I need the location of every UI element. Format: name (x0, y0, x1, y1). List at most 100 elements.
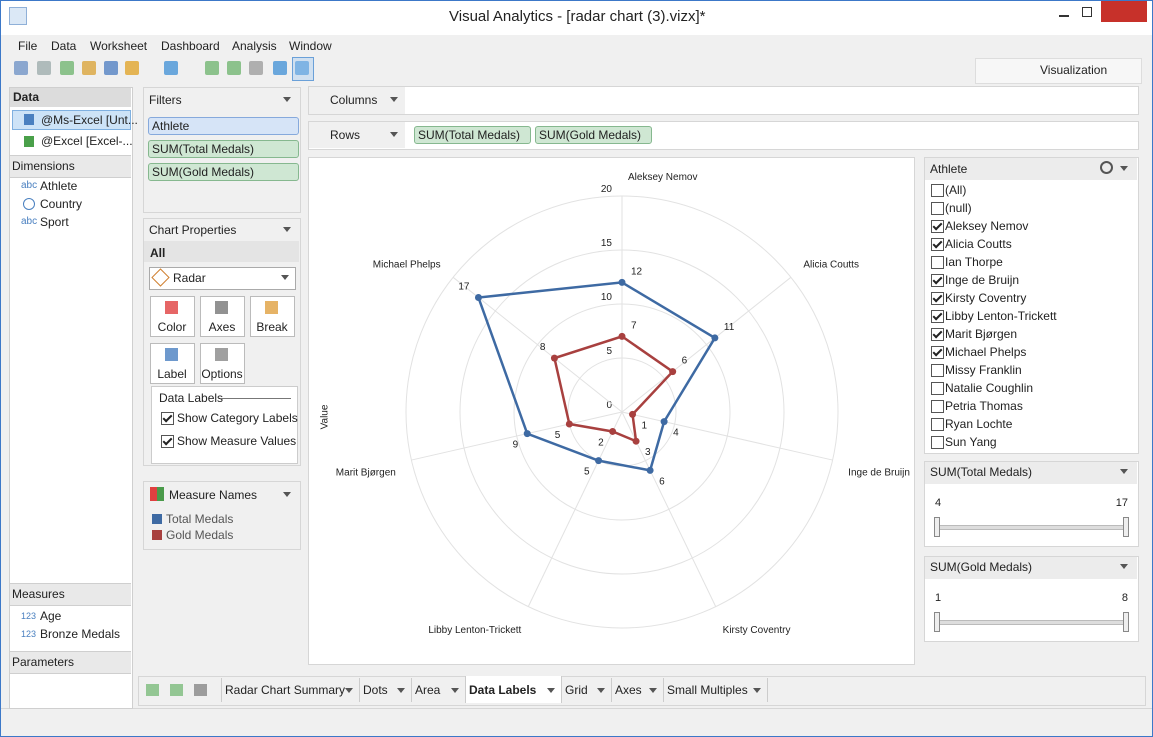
filter-item[interactable]: Michael Phelps (945, 345, 1027, 359)
dropdown-arrow[interactable] (397, 688, 405, 693)
tab-tool[interactable] (194, 684, 207, 696)
toolbar-button[interactable] (37, 61, 51, 75)
filter-item[interactable]: (All) (945, 183, 967, 197)
filter-item[interactable]: Inge de Bruijn (945, 273, 1020, 287)
dropdown-arrow[interactable] (1120, 166, 1128, 171)
dimension-item[interactable]: Athlete (40, 179, 78, 193)
toolbar-button[interactable] (82, 61, 96, 75)
tab[interactable] (221, 678, 360, 702)
filter-checkbox[interactable] (931, 418, 944, 431)
dropdown-arrow[interactable] (283, 97, 291, 102)
dropdown-arrow[interactable] (390, 132, 398, 137)
filter-item[interactable]: Natalie Coughlin (945, 381, 1034, 395)
toolbar-button[interactable] (205, 61, 219, 75)
dropdown-arrow[interactable] (649, 688, 657, 693)
tab[interactable] (663, 678, 768, 702)
option-label[interactable]: Show Measure Values (177, 434, 297, 448)
filter-item[interactable]: Alicia Coutts (945, 237, 1012, 251)
slider-thumb[interactable] (1123, 517, 1129, 537)
menu-item[interactable]: File (18, 39, 38, 53)
menu-item[interactable]: Window (289, 39, 332, 53)
toolbar-button[interactable] (104, 61, 118, 75)
legend-entry[interactable]: Total Medals (166, 512, 234, 526)
filter-item[interactable]: Missy Franklin (945, 363, 1022, 377)
search-icon[interactable] (1100, 161, 1113, 174)
filter-checkbox[interactable] (931, 400, 944, 413)
filter-checkbox[interactable] (931, 220, 944, 233)
toolbar-button[interactable] (295, 61, 309, 75)
toolbar-button[interactable] (227, 61, 241, 75)
dropdown-arrow[interactable] (281, 275, 289, 280)
filter-checkbox[interactable] (931, 310, 944, 323)
toolbar-button[interactable] (249, 61, 263, 75)
visualization-button[interactable] (975, 58, 1142, 84)
filter-item[interactable]: Sun Yang (945, 435, 997, 449)
filter-checkbox[interactable] (931, 184, 944, 197)
dropdown-arrow[interactable] (753, 688, 761, 693)
measure-pill[interactable]: SUM(Gold Medals) (148, 163, 299, 181)
filter-item[interactable]: (null) (945, 201, 972, 215)
dropdown-arrow[interactable] (283, 492, 291, 497)
tab-tool[interactable] (170, 684, 183, 696)
filter-item[interactable]: Marit Bjørgen (945, 327, 1018, 341)
maximize-button[interactable] (1082, 7, 1092, 17)
dropdown-arrow[interactable] (547, 688, 555, 693)
toolbar-button[interactable] (125, 61, 139, 75)
measure-pill[interactable]: SUM(Total Medals) (148, 140, 299, 158)
slider-thumb[interactable] (934, 517, 940, 537)
toolbar-button[interactable] (60, 61, 74, 75)
filter-checkbox[interactable] (931, 346, 944, 359)
filter-item[interactable]: Ian Thorpe (945, 255, 1003, 269)
measure-pill[interactable]: SUM(Gold Medals) (535, 126, 652, 144)
menu-item[interactable]: Dashboard (161, 39, 220, 53)
filter-checkbox[interactable] (931, 274, 944, 287)
option-checkbox[interactable] (161, 412, 174, 425)
measure-item[interactable]: Age (40, 609, 62, 623)
data-source[interactable]: @Ms-Excel [Unt... (41, 113, 138, 127)
menu-item[interactable]: Data (51, 39, 77, 53)
filter-checkbox[interactable] (931, 238, 944, 251)
filter-item[interactable]: Libby Lenton-Trickett (945, 309, 1057, 323)
legend-entry[interactable]: Gold Medals (166, 528, 234, 542)
filter-checkbox[interactable] (931, 292, 944, 305)
close-button[interactable] (1101, 1, 1147, 22)
slider-thumb[interactable] (934, 612, 940, 632)
toolbar-button[interactable] (14, 61, 28, 75)
filter-checkbox[interactable] (931, 364, 944, 377)
data-source[interactable]: @Excel [Excel-... (41, 134, 133, 148)
filter-item[interactable]: Kirsty Coventry (945, 291, 1027, 305)
dimension-item[interactable]: Sport (40, 215, 69, 229)
filter-item[interactable]: Aleksey Nemov (945, 219, 1029, 233)
dropdown-arrow[interactable] (1120, 564, 1128, 569)
toolbar-button[interactable] (273, 61, 287, 75)
dropdown-arrow[interactable] (1120, 469, 1128, 474)
chart-type-select[interactable] (149, 267, 296, 290)
slider-thumb[interactable] (1123, 612, 1129, 632)
property-button[interactable] (250, 296, 295, 337)
source-selected[interactable] (12, 110, 131, 130)
filter-item[interactable]: Petria Thomas (945, 399, 1023, 413)
minimize-button[interactable] (1059, 15, 1069, 17)
measure-pill[interactable]: SUM(Total Medals) (414, 126, 531, 144)
filter-checkbox[interactable] (931, 202, 944, 215)
dropdown-arrow[interactable] (597, 688, 605, 693)
filter-checkbox[interactable] (931, 256, 944, 269)
menu-item[interactable]: Worksheet (90, 39, 148, 53)
dropdown-arrow[interactable] (390, 97, 398, 102)
dropdown-arrow[interactable] (451, 688, 459, 693)
toolbar-active[interactable] (292, 57, 314, 81)
filter-checkbox[interactable] (931, 436, 944, 449)
measure-item[interactable]: Bronze Medals (40, 627, 121, 641)
menu-item[interactable]: Analysis (232, 39, 277, 53)
dropdown-arrow[interactable] (345, 688, 353, 693)
filter-checkbox[interactable] (931, 328, 944, 341)
dimension-item[interactable]: Country (40, 197, 83, 211)
option-checkbox[interactable] (161, 435, 174, 448)
filter-item[interactable]: Ryan Lochte (945, 417, 1013, 431)
tab-tool[interactable] (146, 684, 159, 696)
filter-checkbox[interactable] (931, 382, 944, 395)
toolbar-button[interactable] (164, 61, 178, 75)
dropdown-arrow[interactable] (283, 227, 291, 232)
option-label[interactable]: Show Category Labels (177, 411, 298, 425)
dimension-pill[interactable]: Athlete (148, 117, 299, 135)
